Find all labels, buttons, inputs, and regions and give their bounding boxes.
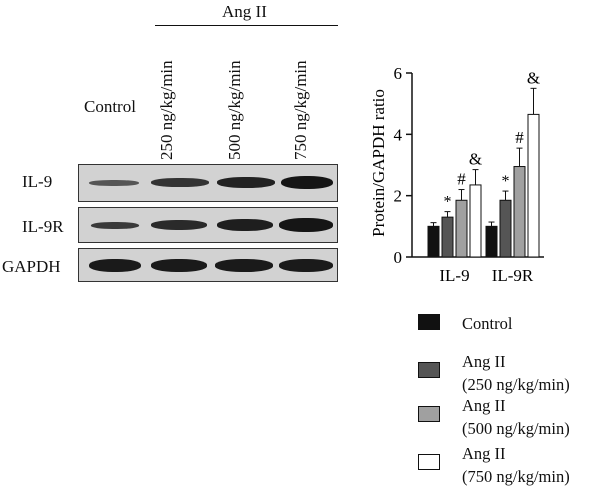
legend-label-detail: (750 ng/kg/min) bbox=[462, 467, 570, 486]
blot-panel-il9r bbox=[78, 207, 338, 243]
x-tick-label: IL-9 bbox=[439, 266, 469, 285]
significance-marker: * bbox=[444, 194, 452, 211]
legend-label: Ang II bbox=[462, 444, 506, 463]
legend-label: Control bbox=[462, 314, 513, 333]
legend-label-detail: (500 ng/kg/min) bbox=[462, 419, 570, 438]
significance-marker: # bbox=[457, 170, 466, 189]
western-blot: Ang II Control 250 ng/kg/min 500 ng/kg/m… bbox=[0, 0, 360, 300]
blot-row-label-il9r: IL-9R bbox=[22, 217, 64, 236]
y-tick-label: 0 bbox=[394, 248, 403, 267]
bar bbox=[427, 225, 440, 258]
blot-group-bracket bbox=[155, 25, 338, 26]
blot-band bbox=[217, 219, 273, 231]
blot-band bbox=[89, 180, 139, 186]
lane-label-750: 750 ng/kg/min bbox=[291, 60, 310, 160]
blot-band bbox=[279, 259, 333, 272]
bar bbox=[499, 199, 512, 258]
blot-row-label-gapdh: GAPDH bbox=[2, 257, 61, 276]
bar bbox=[527, 113, 540, 258]
blot-panel-il9 bbox=[78, 164, 338, 202]
blot-band bbox=[151, 220, 207, 230]
significance-marker: & bbox=[469, 150, 482, 169]
y-tick-label: 2 bbox=[394, 187, 403, 206]
legend-label: Ang II bbox=[462, 396, 506, 415]
lane-label-250: 250 ng/kg/min bbox=[157, 60, 176, 160]
bar bbox=[455, 199, 468, 258]
bar bbox=[485, 225, 498, 258]
y-axis-label: Protein/GAPDH ratio bbox=[369, 89, 388, 237]
blot-band bbox=[281, 176, 333, 189]
blot-band bbox=[279, 218, 333, 232]
significance-marker: # bbox=[515, 128, 524, 147]
x-tick-label: IL-9R bbox=[492, 266, 534, 285]
legend-swatch bbox=[418, 406, 440, 422]
lane-label-500: 500 ng/kg/min bbox=[225, 60, 244, 160]
significance-marker: & bbox=[527, 68, 540, 87]
blot-band bbox=[215, 259, 273, 272]
legend-label: Ang II bbox=[462, 352, 506, 371]
bar bbox=[513, 166, 526, 258]
blot-group-label: Ang II bbox=[222, 2, 267, 21]
legend-swatch bbox=[418, 454, 440, 470]
y-tick-label: 6 bbox=[394, 64, 403, 83]
bar bbox=[469, 184, 482, 258]
blot-panel-gapdh bbox=[78, 248, 338, 282]
lane-label-control: Control bbox=[84, 97, 136, 116]
bar bbox=[441, 216, 454, 258]
y-tick-label: 4 bbox=[394, 125, 403, 144]
blot-band bbox=[89, 259, 141, 272]
blot-band bbox=[151, 259, 207, 272]
significance-marker: * bbox=[502, 173, 510, 190]
legend-swatch bbox=[418, 362, 440, 378]
legend-label-detail: (250 ng/kg/min) bbox=[462, 375, 570, 394]
blot-band bbox=[151, 178, 209, 187]
blot-band bbox=[217, 177, 275, 188]
blot-band bbox=[91, 222, 139, 229]
blot-row-label-il9: IL-9 bbox=[22, 172, 53, 191]
legend-swatch bbox=[418, 314, 440, 330]
